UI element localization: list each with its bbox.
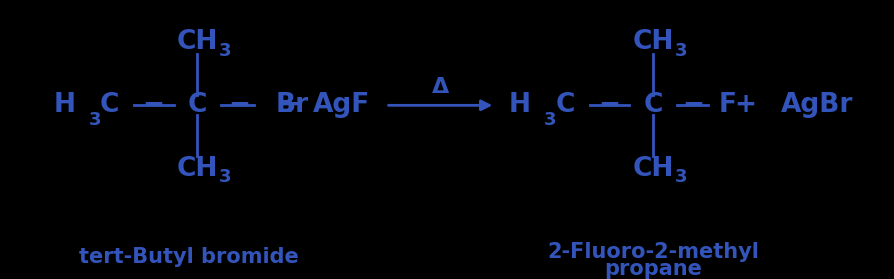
Text: 2-Fluoro-2-methyl: 2-Fluoro-2-methyl — [547, 242, 759, 262]
Text: H: H — [53, 92, 75, 118]
Text: CH: CH — [632, 156, 673, 182]
Text: −: − — [598, 92, 620, 118]
Text: H: H — [509, 92, 531, 118]
Text: 3: 3 — [675, 42, 687, 60]
Text: Δ: Δ — [432, 76, 449, 97]
Text: F: F — [719, 92, 737, 118]
Text: +: + — [734, 92, 756, 118]
Text: 3: 3 — [544, 111, 557, 129]
Text: AgBr: AgBr — [780, 92, 853, 118]
Text: C: C — [555, 92, 575, 118]
Text: 3: 3 — [219, 42, 232, 60]
Text: 3: 3 — [219, 168, 232, 186]
Text: −: − — [228, 92, 250, 118]
Text: AgF: AgF — [313, 92, 370, 118]
Text: CH: CH — [177, 29, 218, 55]
Text: CH: CH — [177, 156, 218, 182]
Text: C: C — [100, 92, 120, 118]
Text: +: + — [278, 92, 300, 118]
Text: 3: 3 — [89, 111, 101, 129]
Text: 3: 3 — [675, 168, 687, 186]
Text: C: C — [643, 92, 662, 118]
Text: −: − — [682, 92, 704, 118]
Text: C: C — [188, 92, 207, 118]
Text: CH: CH — [632, 29, 673, 55]
Text: −: − — [142, 92, 164, 118]
Text: Br: Br — [275, 92, 308, 118]
Text: tert-Butyl bromide: tert-Butyl bromide — [79, 247, 299, 267]
Text: propane: propane — [604, 259, 702, 279]
